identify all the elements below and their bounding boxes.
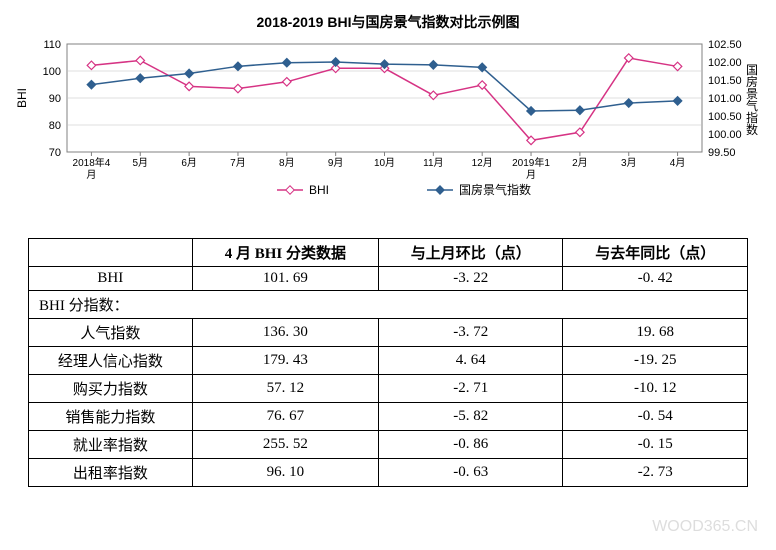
table-row: 人气指数 136. 30 -3. 72 19. 68 (29, 319, 748, 347)
row-val: 101. 69 (192, 267, 378, 291)
row-yoy: -0. 42 (563, 267, 748, 291)
row-mom: -3. 22 (378, 267, 563, 291)
th-yoy: 与去年同比（点） (563, 239, 748, 267)
svg-text:11月: 11月 (423, 157, 443, 169)
svg-text:9月: 9月 (328, 157, 344, 169)
svg-text:110: 110 (43, 39, 61, 51)
row-yoy: -10. 12 (563, 375, 748, 403)
table-header-row: 4 月 BHI 分类数据 与上月环比（点） 与去年同比（点） (29, 239, 748, 267)
svg-text:月: 月 (526, 169, 536, 181)
svg-text:10月: 10月 (374, 157, 395, 169)
svg-text:5月: 5月 (132, 157, 148, 169)
svg-text:国房景气指数: 国房景气指数 (459, 182, 531, 197)
watermark: WOOD365.CN (652, 518, 758, 536)
svg-text:4月: 4月 (670, 157, 686, 169)
svg-text:12月: 12月 (472, 157, 493, 169)
row-mom: -2. 71 (378, 375, 563, 403)
svg-text:100.50: 100.50 (708, 111, 742, 123)
table-row: 销售能力指数 76. 67 -5. 82 -0. 54 (29, 403, 748, 431)
svg-text:BHI: BHI (309, 183, 329, 197)
svg-text:8月: 8月 (279, 157, 295, 169)
row-label: 人气指数 (29, 319, 193, 347)
table-row: 就业率指数 255. 52 -0. 86 -0. 15 (29, 431, 748, 459)
svg-text:101.00: 101.00 (708, 93, 742, 105)
row-yoy: -19. 25 (563, 347, 748, 375)
row-label: 经理人信心指数 (29, 347, 193, 375)
subheader-row: BHI 分指数： (29, 291, 748, 319)
svg-text:80: 80 (49, 120, 61, 132)
svg-text:102.00: 102.00 (708, 57, 742, 69)
svg-text:100.00: 100.00 (708, 129, 742, 141)
th-mom: 与上月环比（点） (378, 239, 563, 267)
svg-text:2019年1: 2019年1 (512, 156, 550, 169)
row-val: 255. 52 (192, 431, 378, 459)
table-body: BHI 101. 69 -3. 22 -0. 42BHI 分指数：人气指数 13… (29, 267, 748, 487)
svg-text:数: 数 (746, 122, 758, 137)
row-val: 76. 67 (192, 403, 378, 431)
row-label: 就业率指数 (29, 431, 193, 459)
svg-text:3月: 3月 (621, 157, 637, 169)
svg-text:90: 90 (49, 93, 61, 105)
svg-text:BHI: BHI (15, 88, 29, 108)
row-yoy: -0. 15 (563, 431, 748, 459)
chart-title: 2018-2019 BHI与国房景气指数对比示例图 (12, 12, 764, 32)
svg-text:月: 月 (86, 169, 96, 181)
th-val: 4 月 BHI 分类数据 (192, 239, 378, 267)
svg-text:2月: 2月 (572, 157, 588, 169)
row-mom: -3. 72 (378, 319, 563, 347)
row-yoy: -2. 73 (563, 459, 748, 487)
row-val: 136. 30 (192, 319, 378, 347)
table-row: 出租率指数 96. 10 -0. 63 -2. 73 (29, 459, 748, 487)
row-mom: -0. 63 (378, 459, 563, 487)
row-label: 出租率指数 (29, 459, 193, 487)
svg-text:6月: 6月 (181, 157, 197, 169)
svg-text:101.50: 101.50 (708, 75, 742, 87)
row-label: BHI (29, 267, 193, 291)
row-yoy: -0. 54 (563, 403, 748, 431)
svg-text:7月: 7月 (230, 157, 246, 169)
row-mom: -0. 86 (378, 431, 563, 459)
svg-text:100: 100 (43, 66, 61, 78)
th-blank (29, 239, 193, 267)
row-mom: -5. 82 (378, 403, 563, 431)
data-table: 4 月 BHI 分类数据 与上月环比（点） 与去年同比（点） BHI 101. … (28, 238, 748, 487)
row-label: 销售能力指数 (29, 403, 193, 431)
row-mom: 4. 64 (378, 347, 563, 375)
svg-text:102.50: 102.50 (708, 39, 742, 51)
row-val: 57. 12 (192, 375, 378, 403)
table-row: 购买力指数 57. 12 -2. 71 -10. 12 (29, 375, 748, 403)
row-val: 96. 10 (192, 459, 378, 487)
svg-text:2018年4: 2018年4 (73, 156, 111, 169)
svg-text:99.50: 99.50 (708, 147, 736, 159)
svg-text:70: 70 (49, 147, 61, 159)
row-val: 179. 43 (192, 347, 378, 375)
table-row: 经理人信心指数 179. 43 4. 64 -19. 25 (29, 347, 748, 375)
chart-svg: 70 80 90 100 110 99.50 100.00 100.50 101.00 101.5… (12, 38, 762, 198)
row-yoy: 19. 68 (563, 319, 748, 347)
row-label: 购买力指数 (29, 375, 193, 403)
chart-container: 70 80 90 100 110 99.50 100.00 100.50 101.00 101.5… (12, 38, 764, 198)
